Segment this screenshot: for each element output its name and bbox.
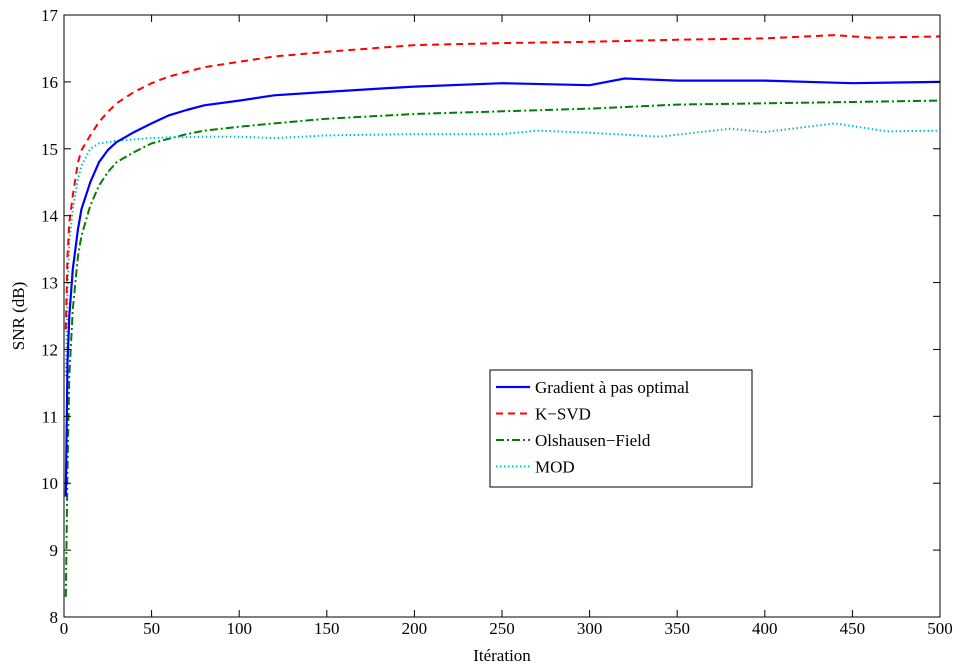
x-tick-label: 400	[752, 619, 778, 638]
legend-label-olshausen-field: Olshausen−Field	[535, 431, 651, 450]
legend-label-k-svd: K−SVD	[535, 405, 591, 424]
x-tick-label: 100	[226, 619, 252, 638]
series-line-mod	[64, 122, 941, 377]
y-tick-label: 12	[41, 340, 58, 359]
y-tick-label: 11	[42, 407, 58, 426]
y-tick-label: 8	[50, 608, 59, 627]
x-tick-label: 0	[60, 619, 69, 638]
legend-box	[489, 369, 753, 488]
x-tick-label: 300	[577, 619, 603, 638]
y-tick-label: 9	[50, 541, 59, 560]
y-tick-label: 16	[41, 73, 58, 92]
legend-label-gradient-a-pas-optimal: Gradient à pas optimal	[535, 378, 690, 397]
y-tick-label: 17	[41, 6, 59, 25]
x-tick-label: 350	[664, 619, 690, 638]
x-tick-label: 150	[314, 619, 340, 638]
series-layer	[64, 34, 941, 597]
y-tick-label: 13	[41, 274, 58, 293]
plot-frame	[63, 14, 941, 618]
series-line-k-svd	[64, 34, 941, 330]
legend-entries: Gradient à pas optimal K−SVD Olshausen−Fie…	[496, 378, 690, 477]
y-tick-label: 14	[41, 207, 59, 226]
x-tick-label: 450	[840, 619, 866, 638]
x-tick-label: 250	[489, 619, 515, 638]
y-tick-label: 10	[41, 474, 58, 493]
tick-layer: 0 50 100 150 200 250 300 350 400 450 500 8 9 10 11 12 13…	[41, 6, 953, 638]
plot-area	[64, 15, 940, 617]
series-line-olshausen-field	[64, 99, 941, 597]
x-tick-label: 500	[927, 619, 953, 638]
legend: Gradient à pas optimal K−SVD Olshausen−Fie…	[489, 369, 753, 488]
x-axis-label: Itération	[473, 646, 531, 665]
y-axis-label: SNR (dB)	[9, 282, 28, 350]
x-tick-label: 200	[402, 619, 428, 638]
x-tick-label: 50	[143, 619, 160, 638]
series-line-gradient-a-pas-optimal	[64, 77, 941, 497]
legend-label-mod: MOD	[535, 458, 575, 477]
y-tick-label: 15	[41, 140, 58, 159]
